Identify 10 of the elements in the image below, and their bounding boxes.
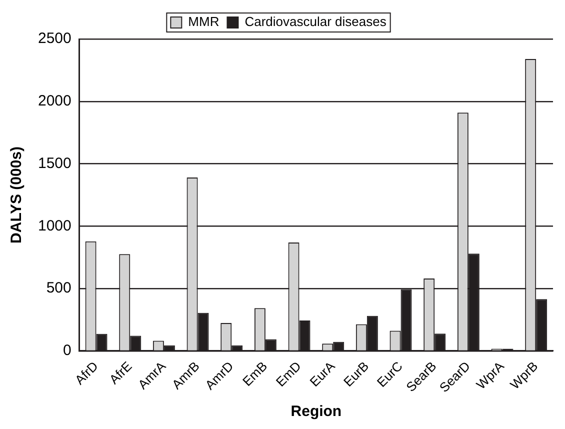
x-axis-title: Region bbox=[290, 403, 342, 420]
legend-label: Cardiovascular diseases bbox=[244, 14, 387, 30]
y-tick-label: 0 bbox=[63, 342, 72, 360]
y-tick-label: 1000 bbox=[38, 217, 72, 234]
legend-label: MMR bbox=[188, 14, 220, 30]
y-tick-label: 2000 bbox=[38, 92, 72, 110]
y-axis-title: DALYS (000s) bbox=[8, 146, 26, 244]
y-tick-label: 500 bbox=[46, 280, 72, 297]
y-tick-label: 2500 bbox=[38, 30, 72, 48]
y-tick-label: 1500 bbox=[38, 154, 72, 172]
